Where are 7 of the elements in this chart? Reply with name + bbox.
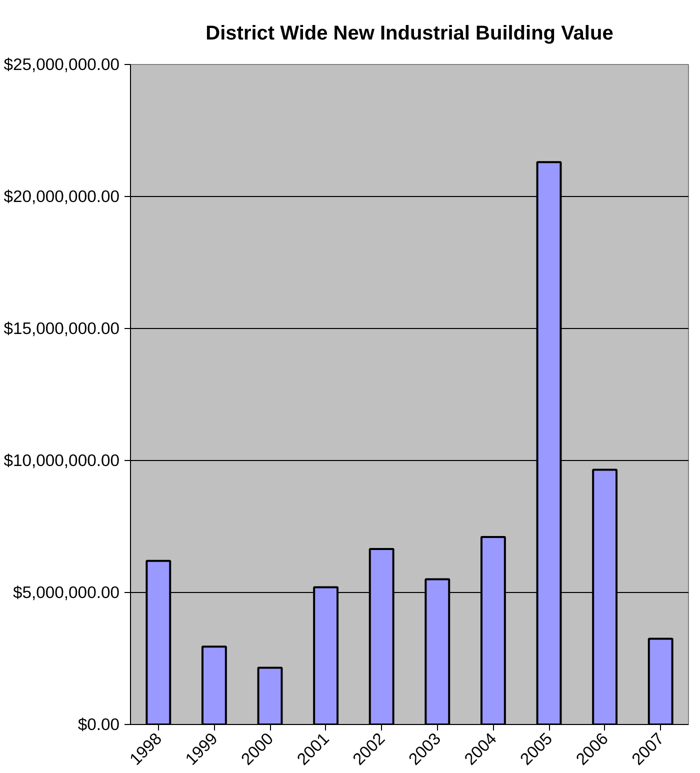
y-tick-label: $0.00 — [78, 715, 120, 734]
y-tick-label: $15,000,000.00 — [4, 319, 120, 338]
y-tick-label: $10,000,000.00 — [4, 451, 120, 470]
y-tick-label: $5,000,000.00 — [12, 583, 120, 602]
chart-title: District Wide New Industrial Building Value — [206, 22, 614, 44]
y-tick-label: $25,000,000.00 — [4, 55, 120, 74]
y-tick-label: $20,000,000.00 — [4, 187, 120, 206]
